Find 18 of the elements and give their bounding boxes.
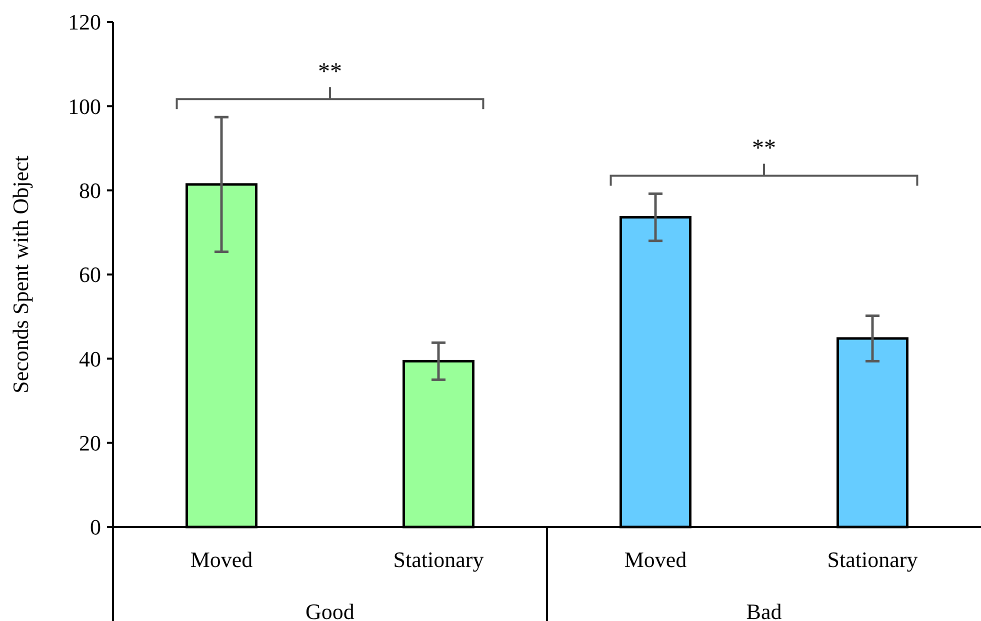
left-bracket: ** xyxy=(176,59,484,110)
text: Good xyxy=(306,599,354,621)
y-tick-label: 0 xyxy=(90,514,101,540)
right-bracket: ** xyxy=(610,136,918,186)
y-tick-label: 40 xyxy=(79,346,101,372)
y-tick-label: 100 xyxy=(68,94,101,119)
y-tick-label: 120 xyxy=(68,10,101,35)
annotation: ** xyxy=(318,59,342,86)
x-tick-label: Moved xyxy=(190,547,253,572)
y-tick-label: 80 xyxy=(79,178,101,204)
y-tick-label: 60 xyxy=(79,262,101,288)
text: Bad xyxy=(746,599,782,621)
x-tick-label: Stationary xyxy=(827,547,918,572)
x-tick-label: Moved xyxy=(624,547,687,572)
y-axis-title: Seconds Spent with Object xyxy=(8,156,33,394)
x-tick-label: Stationary xyxy=(393,547,484,572)
y-tick-label: 20 xyxy=(79,430,101,456)
annotation: ** xyxy=(752,136,776,162)
